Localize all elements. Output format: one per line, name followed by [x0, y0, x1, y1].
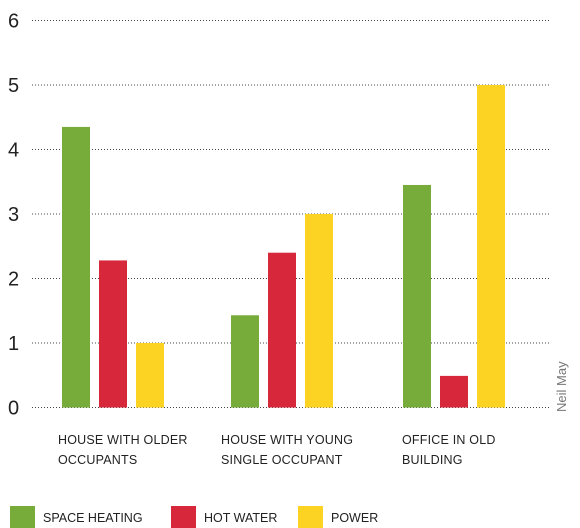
y-tick-label: 0: [8, 398, 19, 420]
bar-power: [477, 85, 505, 408]
bar-hot-water: [99, 260, 127, 408]
y-tick-label: 6: [8, 11, 19, 33]
y-tick-label: 2: [8, 269, 19, 291]
bar-hot-water: [440, 375, 468, 408]
bar-space-heating: [231, 315, 259, 408]
category-labels: HOUSE WITH OLDER OCCUPANTS HOUSE WITH YOUN…: [58, 433, 496, 467]
category-label: HOUSE WITH OLDER: [58, 433, 188, 447]
legend-swatch: [10, 506, 35, 528]
bar-hot-water: [268, 252, 296, 408]
legend-swatch: [171, 506, 196, 528]
bar-power: [136, 343, 164, 408]
category-label: OCCUPANTS: [58, 453, 137, 467]
bars: [62, 85, 505, 408]
category-label: SINGLE OCCUPANT: [221, 453, 343, 467]
legend: SPACE HEATING HOT WATER POWER: [10, 506, 378, 528]
legend-label: HOT WATER: [204, 511, 277, 525]
category-label: HOUSE WITH YOUNG: [221, 433, 353, 447]
y-tick-label: 5: [8, 75, 19, 97]
bar-space-heating: [62, 126, 90, 408]
legend-label: SPACE HEATING: [43, 511, 143, 525]
y-tick-label: 3: [8, 204, 19, 226]
legend-swatch: [298, 506, 323, 528]
bar-space-heating: [403, 184, 431, 408]
y-axis-tick-labels: 0 1 2 3 4 5 6: [8, 11, 19, 420]
y-tick-label: 4: [8, 140, 19, 162]
category-label: OFFICE IN OLD: [402, 433, 496, 447]
y-tick-label: 1: [8, 333, 19, 355]
legend-label: POWER: [331, 511, 378, 525]
bar-power: [305, 214, 333, 408]
credit-label: Neil May: [554, 361, 569, 412]
category-label: BUILDING: [402, 453, 463, 467]
